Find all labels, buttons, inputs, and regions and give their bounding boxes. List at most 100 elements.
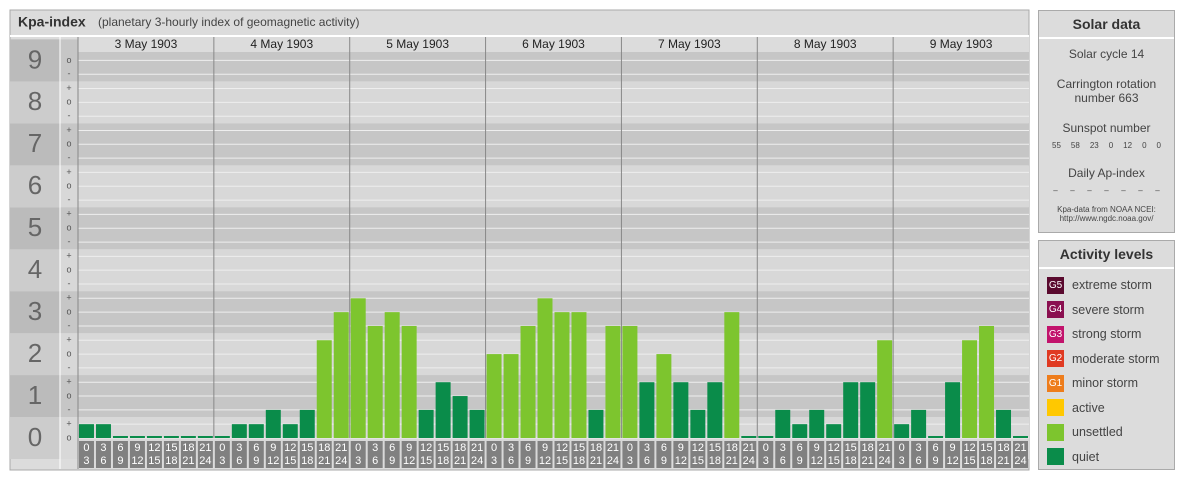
x-tick-label: 24 [471,455,483,467]
x-tick-label: 15 [284,455,296,467]
x-tick-label: 12 [403,455,415,467]
level-label-bg [10,39,60,82]
legend: G5 extreme storm G4 severe storm G3 strong st… [1039,273,1174,469]
bar [877,340,893,438]
y-tick-label: 8 [28,86,42,116]
bar [928,436,944,438]
ap-value: – [1138,186,1143,195]
x-tick-label: 9 [661,455,667,467]
legend-swatch [1047,448,1064,466]
x-tick-label: 9 [525,455,531,467]
x-tick-label: 6 [236,455,242,467]
x-tick-label: 21 [862,455,874,467]
y-tick-label: 9 [28,44,42,74]
hour-box [112,441,128,468]
x-tick-label: 9 [797,455,803,467]
level-label-bg [10,291,60,334]
x-tick-label: 21 [1014,442,1026,454]
hour-box [435,441,451,468]
sunspot-value: 0 [1156,141,1161,150]
x-tick-label: 9 [270,442,276,454]
x-tick-label: 6 [933,442,939,454]
x-tick-label: 6 [100,455,106,467]
x-tick-label: 12 [420,442,432,454]
x-tick-label: 9 [406,442,412,454]
y-tick-label: 7 [28,128,42,158]
x-tick-label: 3 [780,442,786,454]
hour-box [197,441,213,468]
solar-panel: Solar data Solar cycle 14 Carrington rot… [1038,10,1175,233]
x-tick-label: 18 [454,442,466,454]
bar [248,424,264,438]
day-header-bg [757,37,894,52]
x-tick-label: 9 [814,442,820,454]
bar [809,409,825,438]
x-tick-label: 3 [100,442,106,454]
legend-label: strong storm [1072,327,1142,342]
hour-box [588,441,604,468]
minor-tick-label: + [66,251,71,261]
legend-swatch: G4 [1047,301,1064,319]
x-tick-label: 21 [879,442,891,454]
legend-label: minor storm [1072,376,1138,391]
x-tick-label: 21 [743,442,755,454]
legend-item: G1 minor storm [1047,371,1174,396]
bar [129,436,145,438]
day-label: 4 May 1903 [250,37,313,51]
hour-box [452,441,468,468]
minor-tick-label: - [68,111,71,121]
x-tick-label: 18 [437,455,449,467]
x-tick-label: 15 [980,442,992,454]
ap-value: – [1121,186,1126,195]
bar [673,382,689,438]
bar [554,312,570,438]
hour-box [741,441,757,468]
legend-label: unsettled [1072,425,1123,440]
x-tick-label: 3 [508,442,514,454]
sunspot-value: 58 [1070,141,1080,150]
x-tick-label: 21 [997,455,1009,467]
x-tick-label: 12 [131,455,143,467]
hour-box [945,441,961,468]
minor-tick-label: + [66,83,71,93]
bar [350,298,366,438]
x-tick-label: 0 [763,442,769,454]
hour-box [605,441,621,468]
ap-value: – [1104,186,1109,195]
x-tick-label: 24 [607,455,619,467]
minor-tick-label: - [68,404,71,414]
bar [231,424,247,438]
x-tick-label: 6 [253,442,259,454]
minor-tick-label: o [66,390,71,400]
x-tick-label: 24 [199,455,211,467]
legend-item: G3 strong storm [1047,322,1174,347]
hour-box [826,441,842,468]
minor-tick-label: + [66,377,71,387]
bar [979,325,995,438]
chart-title: Kpa-index [18,14,86,30]
bar [282,424,298,438]
x-tick-label: 9 [253,455,259,467]
legend-title: Activity levels [1039,241,1174,269]
level-label-bg [10,165,60,208]
x-tick-label: 21 [454,455,466,467]
minor-tick-label: + [66,125,71,135]
bar [214,436,230,438]
hour-box [894,441,910,468]
bar [690,409,706,438]
hour-box [724,441,740,468]
hour-box [860,441,876,468]
day-header-bg [213,37,350,52]
minor-tick-label: o [66,223,71,233]
hour-box [758,441,774,468]
x-tick-label: 3 [236,442,242,454]
x-tick-label: 3 [644,442,650,454]
hour-box [996,441,1012,468]
bar [486,354,502,438]
minor-tick-label: o [66,181,71,191]
x-tick-label: 21 [607,442,619,454]
x-tick-label: 21 [590,455,602,467]
x-tick-label: 15 [556,455,568,467]
hour-box [622,441,638,468]
x-tick-label: 12 [148,442,160,454]
